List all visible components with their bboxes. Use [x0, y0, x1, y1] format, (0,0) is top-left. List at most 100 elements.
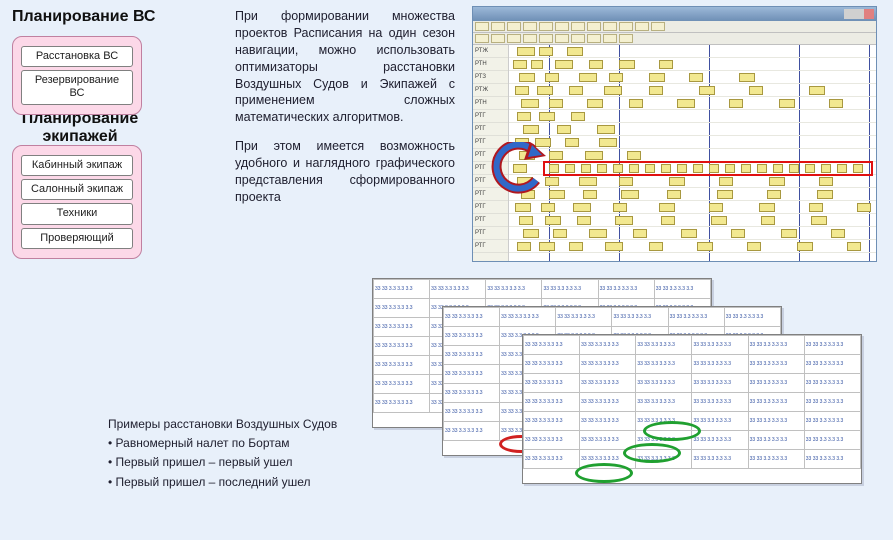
- sheet-cell: 33 33 3.3 3.3 3.3: [444, 422, 500, 441]
- gantt-row-label: РТН: [473, 58, 508, 71]
- gantt-task-chip: [649, 86, 663, 95]
- btn-cabin-crew[interactable]: Кабинный экипаж: [21, 155, 133, 176]
- gantt-task-chip: [699, 86, 715, 95]
- oval-marker: [623, 443, 681, 463]
- sheet-cell: 33 33 3.3 3.3 3.3: [692, 431, 748, 450]
- gantt-row: [509, 84, 876, 97]
- btn-tech[interactable]: Техники: [21, 203, 133, 224]
- gantt-task-chip: [589, 60, 603, 69]
- curved-arrow-icon: [488, 142, 548, 202]
- gantt-task-chip: [513, 60, 527, 69]
- btn-rasstanovka-vs[interactable]: Расстановка ВС: [21, 46, 133, 67]
- gantt-task-chip: [579, 73, 597, 82]
- gantt-task-chip: [731, 229, 745, 238]
- gantt-task-chip: [545, 216, 561, 225]
- sheet-cell: 33 33 3.3 3.3 3.3: [524, 355, 580, 374]
- btn-inspector[interactable]: Проверяющий: [21, 228, 133, 249]
- sheet-cell: 33 33 3.3 3.3 3.3: [444, 403, 500, 422]
- sheet-cell: 33 33 3.3 3.3 3.3: [524, 431, 580, 450]
- gantt-task-chip: [817, 190, 833, 199]
- gantt-task-chip: [779, 99, 795, 108]
- gantt-task-chip: [809, 203, 823, 212]
- sheet-cell: 33 33 3.3 3.3 3.3: [374, 375, 430, 394]
- gantt-row-label: РТЗ: [473, 71, 508, 84]
- sheet-cell: 33 33 3.3 3.3 3.3: [524, 374, 580, 393]
- gantt-row: [509, 58, 876, 71]
- sheet-cell: 33 33 3.3 3.3 3.3: [692, 374, 748, 393]
- oval-marker: [575, 463, 633, 483]
- gantt-task-chip: [697, 242, 713, 251]
- sheet-cell: 33 33 3.3 3.3 3.3: [748, 450, 804, 469]
- gantt-task-chip: [589, 229, 607, 238]
- paragraph-1: При формировании множества проектов Расп…: [235, 8, 455, 126]
- sheet-cell: 33 33 3.3 3.3 3.3: [580, 374, 636, 393]
- gantt-task-chip: [521, 99, 539, 108]
- gantt-task-chip: [515, 203, 531, 212]
- app-window: РТЖРТНРТЗРТЖРТНРТГРТГРТГРТГРТГРТГРТГРТГР…: [472, 6, 877, 262]
- sheet-cell: 33 33 3.3 3.3 3.3: [524, 336, 580, 355]
- gantt-task-chip: [583, 190, 597, 199]
- sheet-cell: 33 33 3.3 3.3 3.3: [556, 308, 612, 327]
- gantt-task-chip: [627, 151, 641, 160]
- gantt-task-chip: [621, 190, 639, 199]
- sheet-cell: 33 33 3.3 3.3 3.3: [636, 355, 692, 374]
- sheet-cell: 33 33 3.3 3.3 3.3: [374, 356, 430, 375]
- gantt-task-chip: [539, 112, 555, 121]
- sheet-cell: 33 33 3.3 3.3 3.3: [374, 280, 430, 299]
- gantt-task-chip: [659, 60, 673, 69]
- gantt-task-chip: [769, 177, 785, 186]
- gantt-task-chip: [577, 216, 591, 225]
- gantt-row-label: РТГ: [473, 240, 508, 253]
- gantt-row: [509, 123, 876, 136]
- schedule-sheet: 33 33 3.3 3.3 3.333 33 3.3 3.3 3.333 33 …: [522, 334, 862, 484]
- gantt-row: [509, 240, 876, 253]
- gantt-task-chip: [689, 73, 703, 82]
- gantt-row: [509, 201, 876, 214]
- gantt-task-chip: [587, 99, 603, 108]
- gantt-task-chip: [615, 216, 633, 225]
- sheet-cell: 33 33 3.3 3.3 3.3: [748, 336, 804, 355]
- sheet-cell: 33 33 3.3 3.3 3.3: [444, 365, 500, 384]
- gantt-task-chip: [545, 73, 559, 82]
- btn-salon-crew[interactable]: Салонный экипаж: [21, 179, 133, 200]
- btn-rezervirovanie-vs[interactable]: Резервирование ВС: [21, 70, 133, 104]
- gantt-task-chip: [619, 177, 633, 186]
- gantt-task-chip: [831, 229, 845, 238]
- sheet-cell: 33 33 3.3 3.3 3.3: [748, 412, 804, 431]
- gantt-row: [509, 71, 876, 84]
- gantt-row-label: РТГ: [473, 123, 508, 136]
- sheet-cell: 33 33 3.3 3.3 3.3: [724, 308, 780, 327]
- examples-bullet-1: • Равномерный налет по Бортам: [108, 435, 408, 451]
- sheet-cell: 33 33 3.3 3.3 3.3: [524, 450, 580, 469]
- gantt-task-chip: [739, 73, 755, 82]
- paragraph-2: При этом имеется возможность удобного и …: [235, 138, 455, 206]
- examples-title: Примеры расстановки Воздушных Судов: [108, 416, 408, 432]
- gantt-task-chip: [717, 190, 733, 199]
- gantt-task-chip: [633, 229, 647, 238]
- gantt-row: [509, 188, 876, 201]
- sheet-stack: 33 33 3.3 3.3 3.333 33 3.3 3.3 3.333 33 …: [372, 278, 872, 488]
- gantt-task-chip: [579, 177, 597, 186]
- sheet-cell: 33 33 3.3 3.3 3.3: [804, 431, 860, 450]
- sheet-cell: 33 33 3.3 3.3 3.3: [692, 355, 748, 374]
- gantt-row-label: РТГ: [473, 110, 508, 123]
- gantt-task-chip: [605, 242, 623, 251]
- sheet-cell: 33 33 3.3 3.3 3.3: [636, 374, 692, 393]
- sheet-cell: 33 33 3.3 3.3 3.3: [542, 280, 598, 299]
- gantt-task-chip: [729, 99, 743, 108]
- gantt-task-chip: [517, 47, 535, 56]
- gantt-task-chip: [573, 203, 591, 212]
- sheet-cell: 33 33 3.3 3.3 3.3: [524, 393, 580, 412]
- titlebar: [473, 7, 876, 21]
- gantt-task-chip: [667, 190, 681, 199]
- gantt-task-chip: [517, 242, 531, 251]
- gantt-task-chip: [613, 203, 627, 212]
- gantt-task-chip: [549, 190, 565, 199]
- gantt-task-chip: [819, 177, 833, 186]
- gantt-task-chip: [811, 216, 827, 225]
- gantt-task-chip: [659, 203, 675, 212]
- sheet-cell: 33 33 3.3 3.3 3.3: [430, 280, 486, 299]
- sheet-cell: 33 33 3.3 3.3 3.3: [374, 337, 430, 356]
- sheet-cell: 33 33 3.3 3.3 3.3: [804, 450, 860, 469]
- sheet-cell: 33 33 3.3 3.3 3.3: [692, 393, 748, 412]
